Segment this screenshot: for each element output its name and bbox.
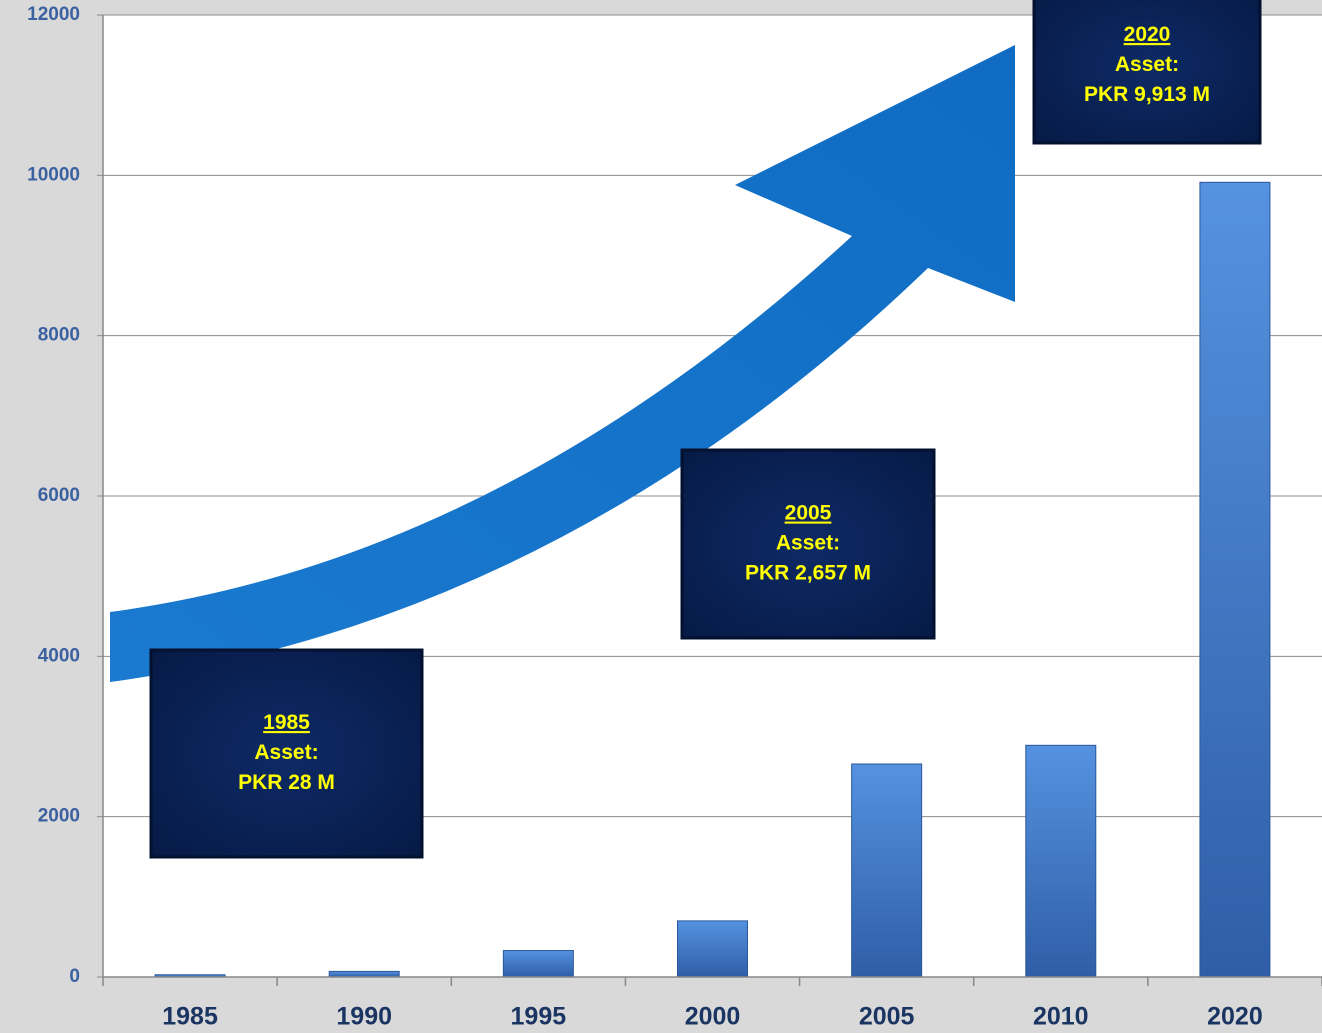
annotation-label: Asset:: [776, 532, 840, 555]
chart: 1985 Asset: PKR 28 M 2005 Asset: PKR 2,657 M 2…: [0, 0, 1322, 1033]
bar: [1026, 745, 1096, 977]
annotation-year: 2020: [1124, 23, 1171, 46]
y-tick-label: 10000: [27, 164, 80, 185]
annotation-year: 1985: [263, 711, 310, 734]
annotation-value: PKR 9,913 M: [1084, 83, 1210, 106]
y-tick-label: 8000: [38, 325, 80, 346]
bar: [678, 921, 748, 977]
annotation-value: PKR 28 M: [238, 771, 335, 794]
y-tick-label: 2000: [38, 806, 80, 827]
annotation-label: Asset:: [254, 741, 318, 764]
bar: [852, 764, 922, 977]
x-tick-label: 2005: [859, 1003, 915, 1031]
y-tick-label: 12000: [27, 4, 80, 25]
y-tick-label: 4000: [38, 645, 80, 666]
bar: [1200, 182, 1270, 977]
x-tick-label: 2020: [1207, 1003, 1263, 1031]
y-tick-label: 0: [69, 966, 80, 987]
x-tick-label: 1990: [336, 1003, 392, 1031]
annotation-label: Asset:: [1115, 53, 1179, 76]
annotation-year: 2005: [785, 502, 832, 525]
annotation-value: PKR 2,657 M: [745, 562, 871, 585]
bar: [329, 971, 399, 977]
x-tick-label: 1985: [162, 1003, 218, 1031]
x-tick-label: 2010: [1033, 1003, 1089, 1031]
x-tick-label: 2000: [685, 1003, 741, 1031]
x-tick-label: 1995: [511, 1003, 567, 1031]
bar: [503, 951, 573, 977]
y-tick-label: 6000: [38, 485, 80, 506]
